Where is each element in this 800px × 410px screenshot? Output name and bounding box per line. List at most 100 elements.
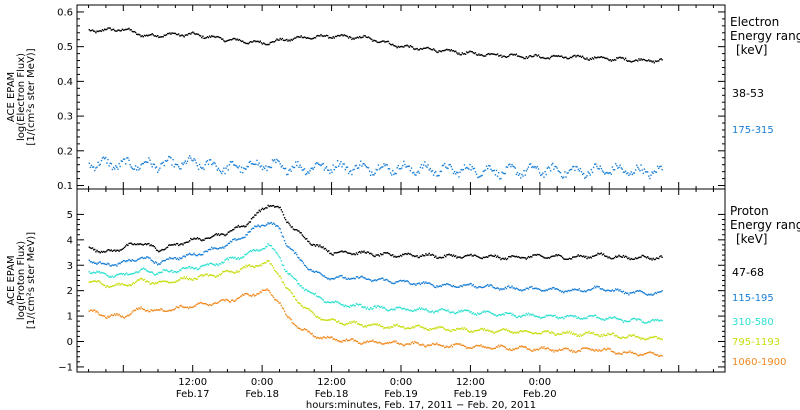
data-point — [110, 276, 112, 278]
data-point — [491, 255, 493, 257]
data-point — [598, 286, 600, 288]
data-point — [88, 259, 90, 261]
data-point — [565, 315, 567, 318]
data-point — [133, 310, 136, 312]
data-point — [367, 36, 370, 38]
data-point — [190, 278, 192, 280]
data-point — [414, 340, 416, 343]
data-point — [510, 53, 512, 55]
data-point — [535, 287, 537, 289]
data-point — [601, 318, 604, 320]
data-point — [268, 205, 270, 208]
data-point — [121, 273, 124, 275]
data-point — [536, 315, 538, 318]
data-point — [115, 250, 117, 252]
data-point — [551, 314, 553, 317]
data-point — [139, 34, 141, 36]
data-point — [595, 287, 597, 289]
data-point — [268, 43, 270, 46]
data-point — [407, 343, 409, 345]
data-point — [489, 330, 491, 332]
data-point — [172, 159, 174, 161]
data-point — [578, 288, 580, 290]
data-point — [392, 282, 394, 284]
data-point — [122, 284, 125, 286]
data-point — [240, 237, 243, 239]
y-tick-label: 0 — [67, 337, 73, 348]
data-point — [576, 350, 578, 353]
data-point — [233, 164, 235, 166]
data-point — [318, 35, 320, 37]
data-point — [127, 274, 129, 276]
data-point — [471, 255, 473, 257]
data-point — [423, 47, 425, 49]
data-point — [90, 164, 93, 167]
data-point — [389, 172, 392, 174]
data-point — [362, 36, 364, 38]
data-point — [637, 335, 639, 338]
data-point — [217, 275, 220, 277]
data-point — [605, 172, 607, 174]
data-point — [403, 326, 405, 328]
data-point — [404, 45, 406, 47]
data-point — [152, 272, 154, 275]
data-point — [338, 276, 340, 278]
legend-entry: 795-1193 — [732, 337, 780, 348]
data-point — [374, 341, 376, 343]
data-point — [399, 306, 402, 309]
data-point — [314, 315, 317, 317]
data-point — [216, 248, 218, 250]
data-point — [90, 272, 93, 275]
data-point — [545, 173, 547, 176]
data-point — [351, 253, 353, 256]
data-point — [421, 254, 424, 256]
data-point — [381, 277, 383, 279]
data-point — [578, 170, 580, 172]
data-point — [200, 301, 202, 304]
data-point — [321, 163, 323, 166]
data-point — [446, 167, 448, 169]
data-point — [149, 159, 151, 161]
data-point — [293, 229, 296, 231]
data-point — [247, 293, 249, 295]
data-point — [478, 344, 480, 347]
data-point — [217, 248, 220, 250]
data-point — [245, 168, 247, 170]
data-point — [537, 349, 540, 351]
data-point — [234, 256, 236, 258]
data-point — [590, 58, 593, 61]
data-point — [434, 49, 436, 51]
data-point — [519, 315, 521, 317]
data-point — [653, 336, 655, 338]
data-point — [557, 254, 559, 256]
data-point — [165, 310, 168, 312]
data-point — [546, 330, 548, 332]
data-point — [345, 338, 348, 340]
data-point — [573, 350, 575, 352]
data-point — [216, 275, 218, 277]
data-point — [285, 39, 287, 41]
data-point — [327, 301, 329, 303]
data-point — [189, 266, 191, 268]
data-point — [552, 331, 554, 334]
data-point — [584, 347, 586, 349]
data-point — [656, 60, 659, 62]
data-point — [587, 315, 589, 318]
data-point — [278, 39, 280, 41]
data-point — [219, 263, 222, 265]
data-point — [517, 347, 520, 349]
data-point — [432, 174, 435, 176]
data-point — [324, 167, 327, 169]
data-point — [619, 56, 621, 58]
data-point — [261, 168, 264, 171]
data-point — [540, 347, 542, 349]
data-point — [611, 289, 614, 291]
data-point — [283, 168, 286, 170]
data-point — [109, 162, 111, 164]
data-point — [254, 163, 256, 165]
data-point — [510, 256, 512, 258]
data-point — [122, 260, 125, 262]
data-point — [335, 252, 338, 254]
data-point — [658, 355, 660, 358]
data-point — [240, 225, 243, 227]
